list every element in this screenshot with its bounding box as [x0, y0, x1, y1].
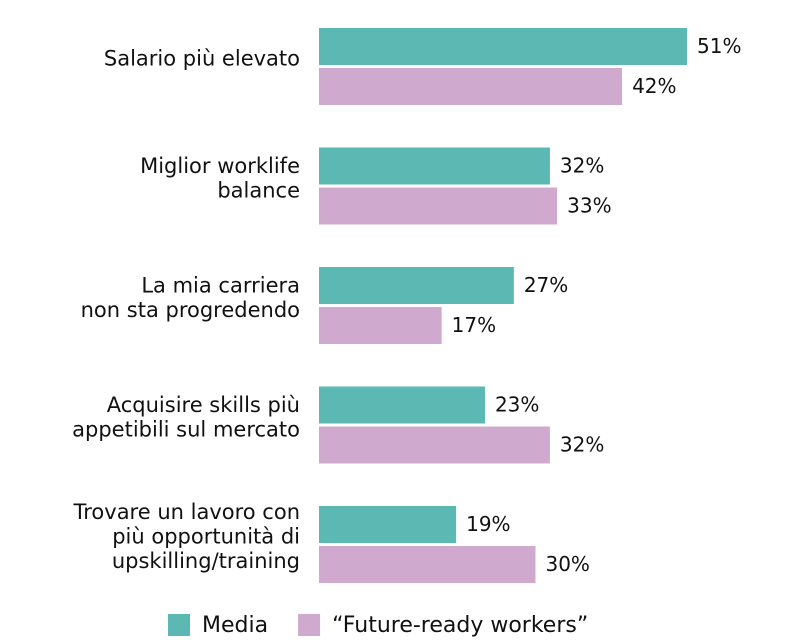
legend-swatch	[168, 614, 190, 636]
value-label: 19%	[466, 512, 510, 536]
bar	[319, 187, 558, 225]
value-label: 33%	[567, 194, 611, 218]
category-label: Trovare un lavoro con	[73, 500, 301, 524]
category-label: Acquisire skills più	[107, 393, 300, 417]
bar	[319, 68, 623, 105]
bar	[319, 307, 442, 344]
category-label: Miglior worklife	[140, 154, 300, 178]
bar	[319, 506, 457, 543]
value-label: 51%	[697, 34, 741, 58]
category-label: balance	[217, 178, 300, 202]
value-label: 32%	[560, 154, 604, 178]
value-label: 32%	[560, 433, 604, 457]
bar	[319, 147, 550, 185]
bar	[319, 426, 550, 464]
category-label: Salario più elevato	[104, 47, 300, 71]
category-label: più opportunità di	[112, 525, 300, 549]
category-label: La mia carriera	[141, 273, 300, 297]
category-label: upskilling/training	[112, 549, 300, 573]
bar	[319, 546, 536, 583]
bar	[319, 386, 485, 424]
legend-label: “Future-ready workers”	[332, 613, 588, 638]
bar	[319, 267, 514, 304]
legend-swatch	[298, 614, 321, 636]
bar	[319, 28, 688, 65]
value-label: 23%	[495, 393, 539, 417]
value-label: 30%	[545, 552, 589, 576]
value-label: 42%	[632, 74, 676, 98]
value-label: 27%	[524, 273, 568, 297]
legend-label: Media	[202, 613, 268, 638]
value-label: 17%	[452, 313, 496, 337]
category-label: appetibili sul mercato	[72, 417, 300, 441]
category-label: non sta progredendo	[81, 298, 300, 322]
